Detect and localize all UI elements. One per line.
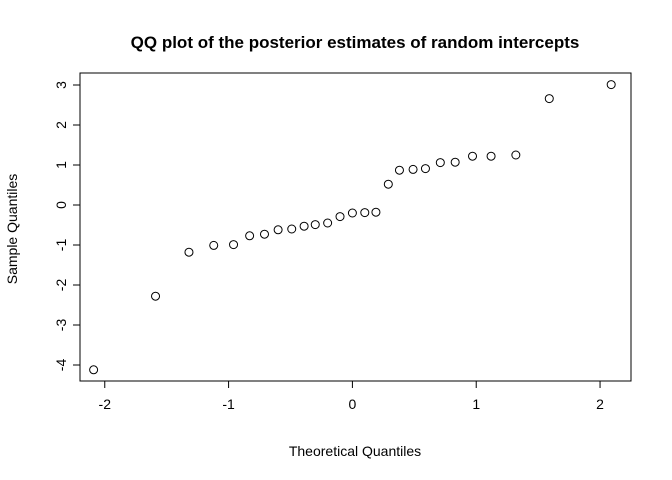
plot-frame [79, 72, 632, 382]
y-tick-label: 1 [53, 161, 69, 169]
x-tick-label: 0 [349, 396, 357, 412]
data-point [184, 247, 194, 257]
data-point [323, 218, 333, 228]
data-point [287, 224, 297, 234]
data-point [360, 208, 370, 218]
data-point [486, 151, 496, 161]
data-point [468, 151, 478, 161]
data-point [273, 225, 283, 235]
data-point [245, 231, 255, 241]
data-point [511, 150, 521, 160]
data-point [408, 164, 418, 174]
data-point [371, 207, 381, 217]
data-point [335, 212, 345, 222]
data-points [89, 80, 616, 375]
y-axis-label: Sample Quantiles [4, 174, 20, 285]
y-tick-label: 2 [53, 121, 69, 129]
data-point [151, 291, 161, 301]
data-point [420, 164, 430, 174]
y-tick-label: 3 [53, 81, 69, 89]
data-point [89, 365, 99, 375]
x-axis-label: Theoretical Quantiles [289, 443, 421, 459]
y-tick-label: -3 [53, 319, 69, 332]
y-tick-label: 0 [53, 201, 69, 209]
data-point [310, 220, 320, 230]
x-tick-label: 1 [472, 396, 480, 412]
data-point [259, 229, 269, 239]
y-axis: -4 -3 -2 -1 0 1 2 3 [53, 81, 81, 372]
data-point [229, 240, 239, 250]
data-point [450, 157, 460, 167]
x-tick-label: -2 [99, 396, 112, 412]
data-point [209, 240, 219, 250]
x-axis: -2 -1 0 1 2 [99, 380, 604, 412]
data-point [394, 165, 404, 175]
data-point [383, 179, 393, 189]
chart-title: QQ plot of the posterior estimates of ra… [131, 33, 580, 52]
x-tick-label: -1 [222, 396, 235, 412]
y-tick-label: -2 [53, 279, 69, 292]
data-point [299, 221, 309, 231]
y-tick-label: -4 [53, 359, 69, 372]
data-point [606, 80, 616, 90]
data-point [544, 94, 554, 104]
data-point [347, 208, 357, 218]
y-tick-label: -1 [53, 239, 69, 252]
data-point [435, 158, 445, 168]
x-tick-label: 2 [596, 396, 604, 412]
